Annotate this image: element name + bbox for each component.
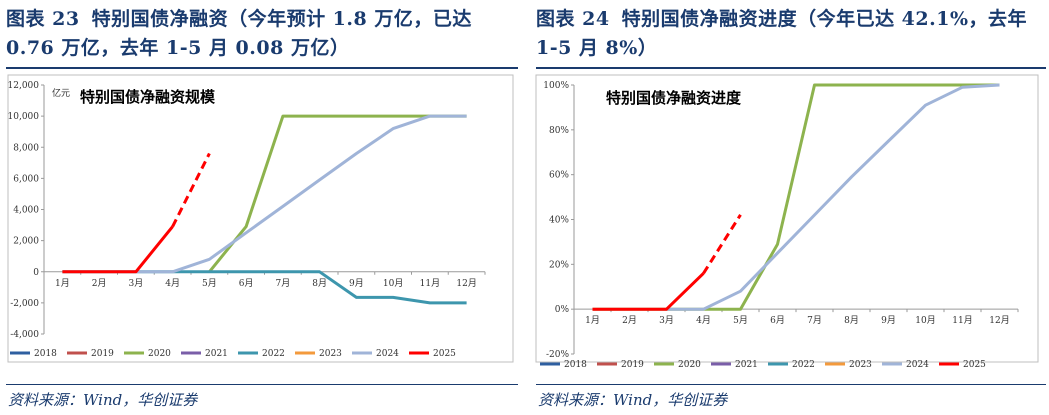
legend-label-2022: 2022: [262, 349, 285, 359]
y-tick-label: 100%: [543, 81, 569, 91]
chart-frame: [535, 74, 1039, 363]
x-tick-label: 2月: [92, 278, 107, 289]
left-source-divider: [6, 384, 518, 385]
x-tick-label: 7月: [807, 315, 822, 326]
right-source-divider: [536, 384, 1046, 385]
right-figure-title: 图表 24 特别国债净融资进度（今年已达 42.1%，去年 1-5 月 8%）: [536, 5, 1048, 63]
y-tick-label: 8,000: [13, 143, 39, 153]
x-tick-label: 11月: [952, 315, 972, 326]
x-tick-label: 12月: [989, 315, 1009, 326]
legend-label-2022: 2022: [792, 360, 815, 370]
left-figure-title: 图表 23 特别国债净融资（今年预计 1.8 万亿，已达 0.76 万亿，去年 1…: [6, 5, 518, 63]
y-tick-label: 20%: [549, 260, 569, 270]
series-line-2024: [666, 83, 1000, 311]
series-line-2020: [208, 114, 467, 273]
legend-label-2025: 2025: [963, 360, 986, 370]
x-tick-label: 10月: [383, 278, 403, 289]
y-tick-label: 40%: [549, 216, 569, 226]
x-tick-label: 3月: [129, 278, 144, 289]
y-tick-label: 10,000: [8, 112, 40, 122]
legend-label-2025: 2025: [433, 349, 456, 359]
legend-label-2019: 2019: [91, 349, 114, 359]
legend-label-2023: 2023: [849, 360, 872, 370]
y-unit-label: 亿元: [52, 87, 70, 99]
y-tick-label: 0%: [555, 305, 570, 315]
series-line-2025: [62, 225, 174, 274]
legend-label-2018: 2018: [34, 349, 57, 359]
y-tick-label: -2,000: [10, 299, 39, 309]
x-tick-label: 6月: [770, 315, 785, 326]
x-tick-label: 6月: [239, 278, 254, 289]
x-tick-label: 10月: [915, 315, 935, 326]
chart-frame: [7, 74, 514, 363]
right-figure-number: 图表 24: [536, 8, 610, 30]
series-line-2020: [592, 83, 1000, 311]
legend-label-2021: 2021: [205, 349, 228, 359]
x-tick-label: 2月: [622, 315, 637, 326]
series-line-2024: [135, 114, 467, 274]
legend-label-2020: 2020: [148, 349, 171, 359]
series-line-2025-预计: [171, 152, 211, 228]
x-tick-label: 9月: [349, 278, 364, 289]
right-title-divider: [536, 67, 1046, 69]
x-tick-label: 4月: [696, 315, 711, 326]
left-figure-caption: 特别国债净融资（今年预计 1.8 万亿，已达 0.76 万亿，去年 1-5 月 …: [6, 8, 472, 59]
y-tick-label: 6,000: [13, 174, 39, 184]
x-tick-label: 11月: [420, 278, 440, 289]
x-tick-label: 8月: [312, 278, 327, 289]
x-tick-label: 5月: [202, 278, 217, 289]
chart-inner-title: 特别国债净融资规模: [80, 88, 216, 106]
x-tick-label: 8月: [844, 315, 859, 326]
x-tick-label: 7月: [276, 278, 291, 289]
x-tick-label: 1月: [55, 278, 70, 289]
x-tick-label: 9月: [881, 315, 896, 326]
right-chart: -20% 0% 20% 40% 60% 80% 100% 1月 2月 3月 4月 5月 6月 7月 8月 9月…: [535, 74, 1039, 370]
x-tick-label: 4月: [165, 278, 180, 289]
right-source-note: 资料来源：Wind，华创证券: [538, 391, 728, 409]
x-tick-label: 5月: [733, 315, 748, 326]
y-tick-label: 60%: [549, 171, 569, 181]
left-title-divider: [6, 67, 518, 69]
y-tick-label: 4,000: [13, 206, 39, 216]
y-tick-label: 0: [33, 268, 39, 278]
left-chart: -4,000 -2,000 0 2,000 4,000 6,000 8,000 10,000 1…: [7, 74, 514, 363]
legend-label-2024: 2024: [376, 349, 399, 359]
legend-label-2020: 2020: [678, 360, 701, 370]
x-tick-label: 12月: [456, 278, 476, 289]
x-tick-label: 3月: [659, 315, 674, 326]
legend-label-2023: 2023: [319, 349, 342, 359]
legend-label-2024: 2024: [906, 360, 929, 370]
y-tick-label: 80%: [549, 126, 569, 136]
legend-label-2021: 2021: [735, 360, 758, 370]
left-source-note: 资料来源：Wind，华创证券: [8, 391, 198, 409]
y-tick-label: 2,000: [13, 237, 39, 247]
chart-inner-title: 特别国债净融资进度: [606, 89, 742, 107]
legend-label-2018: 2018: [564, 360, 587, 370]
y-tick-label: -4,000: [10, 330, 39, 340]
series-line-2025-预计: [702, 213, 742, 275]
right-figure-caption: 特别国债净融资进度（今年已达 42.1%，去年 1-5 月 8%）: [536, 8, 1028, 59]
series-line-2025: [592, 272, 705, 311]
y-tick-label: -20%: [546, 350, 569, 360]
series-line-2022: [62, 270, 467, 305]
left-figure-number: 图表 23: [6, 8, 80, 30]
x-tick-label: 1月: [585, 315, 600, 326]
y-tick-label: 12,000: [8, 81, 40, 91]
legend-label-2019: 2019: [621, 360, 644, 370]
